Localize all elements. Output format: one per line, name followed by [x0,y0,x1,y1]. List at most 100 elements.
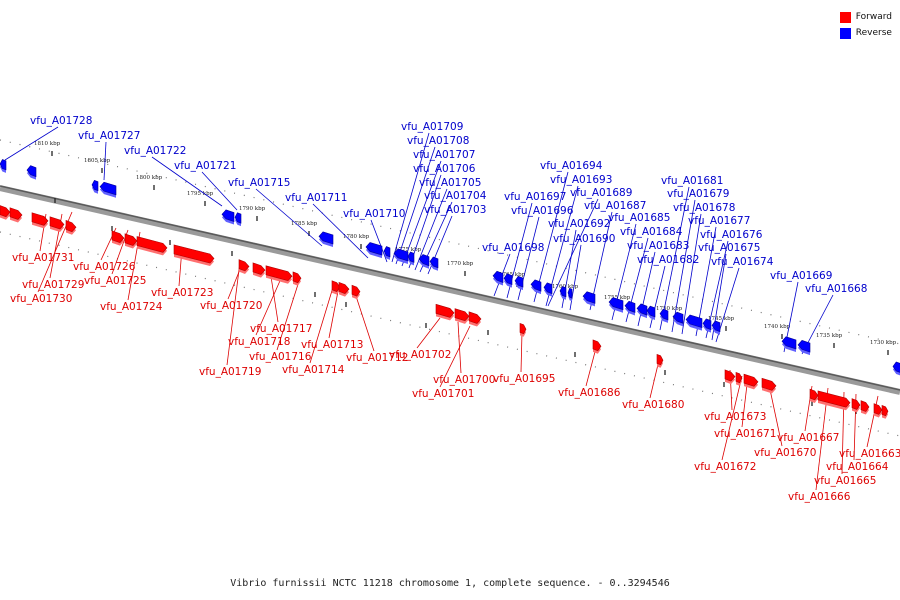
gene-arrow-body [429,256,439,269]
gene-arrow-body [338,281,350,294]
gene-leader-line [312,203,369,259]
reverse-gene-label: vfu_A01682 [637,254,699,266]
gene-arrow-body [318,231,334,245]
reverse-swatch [839,27,851,39]
gene-arrow-body [503,273,513,286]
forward-gene-label: vfu_A01672 [694,461,756,473]
reverse-gene-arrow [503,273,513,288]
gene-leader-line [255,273,284,336]
forward-gene-arrow [817,390,851,411]
reverse-gene-arrow [393,248,409,264]
reverse-gene-label: vfu_A01696 [511,205,574,217]
gene-leader-line [370,219,388,263]
gene-arrow-body [111,230,125,243]
reverse-gene-label: vfu_A01679 [667,188,729,200]
gene-arrow-body [881,405,889,417]
gene-leader-line [395,146,436,265]
reverse-gene-arrow [530,279,542,295]
gene-arrow-body [468,311,482,324]
reverse-gene-arrow [221,209,235,225]
kbp-tick-label: 1770 kbp [447,261,474,267]
forward-gene-label: vfu_A01702 [389,349,451,361]
gene-arrow-body [892,361,900,373]
reverse-gene-arrow [559,286,567,300]
forward-gene-label: vfu_A01716 [249,351,312,363]
gene-arrow-body [238,259,250,272]
reverse-gene-arrow [685,314,703,331]
reverse-gene-label: vfu_A01706 [413,163,476,175]
reverse-gene-label: vfu_A01690 [553,233,615,245]
reverse-gene-label: vfu_A01694 [540,160,603,172]
gene-arrow-body [781,336,797,350]
gene-arrow-body [252,262,266,275]
forward-gene-arrow [252,262,266,278]
reverse-gene-label: vfu_A01705 [419,177,481,189]
reverse-gene-arrow [672,311,684,327]
reverse-gene-arrow [781,336,797,352]
reverse-gene-label: vfu_A01681 [661,175,723,187]
reverse-gene-label: vfu_A01693 [550,174,612,186]
chromosome-backbone [0,185,900,395]
reverse-gene-label: vfu_A01728 [30,115,92,127]
reverse-gene-arrow [234,212,242,227]
legend-forward-label: Forward [855,12,892,22]
reverse-gene-label: vfu_A01687 [584,200,646,212]
reverse-gene-label: vfu_A01711 [285,192,347,204]
gene-leader-line [520,331,523,373]
gene-leader-line [533,171,569,303]
reverse-gene-arrow [582,291,596,307]
gene-arrow-body [435,303,455,318]
reverse-gene-label: vfu_A01685 [608,212,670,224]
gene-leader-line [681,213,702,335]
reverse-gene-arrow [624,300,636,316]
gene-arrow-body [454,308,470,322]
forward-gene-arrow [761,377,777,394]
forward-gene-label: vfu_A01701 [412,388,474,400]
reverse-gene-label: vfu_A01689 [570,187,632,199]
gene-arrow-body [91,179,99,192]
kbp-tick-label: 1810 kbp [34,141,61,147]
forward-gene-arrow [238,259,250,274]
gene-arrow-body [809,388,819,401]
forward-gene-label: vfu_A01686 [558,387,621,399]
gene-leader-line [151,156,223,207]
gene-arrow-body [624,300,636,313]
reverse-gene-arrow [492,270,504,286]
reverse-gene-arrow [636,303,648,319]
forward-gene-label: vfu_A01665 [814,475,876,487]
kbp-tick-label: 1760 kbp [552,284,579,290]
gene-arrow-body [49,216,65,230]
forward-gene-label: vfu_A01731 [12,252,74,264]
reverse-gene-arrow [365,242,383,259]
forward-gene-arrow [351,284,361,300]
forward-gene-arrow [265,265,293,284]
gene-leader-line [255,188,323,247]
kbp-tick-label: 1730 kbp [870,340,897,346]
reverse-gene-arrow [91,179,99,194]
gene-leader-line [439,325,471,388]
gene-arrow-body [724,369,736,382]
gene-leader-line [671,199,696,333]
legend: Forward Reverse [839,9,892,41]
forward-gene-arrow [136,236,168,256]
gene-arrow-body [559,286,567,298]
forward-gene-label: vfu_A01720 [200,300,262,312]
forward-gene-label: vfu_A01719 [199,366,261,378]
kbp-tick-label: 1740 kbp [764,324,791,330]
kbp-tick-label: 1800 kbp [136,175,163,181]
reverse-gene-label: vfu_A01677 [688,215,750,227]
forward-gene-arrow [592,339,602,354]
gene-arrow-body [492,270,504,283]
gene-arrow-body [514,275,524,288]
forward-gene-arrow [860,400,870,415]
gene-arrow-body [761,377,777,391]
gene-arrow-body [331,280,341,292]
reverse-gene-arrow [429,256,439,271]
reverse-gene-arrow [711,320,721,335]
kbp-tick-label: 1780 kbp [343,234,370,240]
forward-gene-label: vfu_A01671 [714,428,776,440]
reverse-gene-label: vfu_A01722 [124,145,186,157]
reverse-gene-arrow [543,282,553,297]
gene-arrow-body [711,320,721,333]
gene-leader-line [328,285,340,339]
